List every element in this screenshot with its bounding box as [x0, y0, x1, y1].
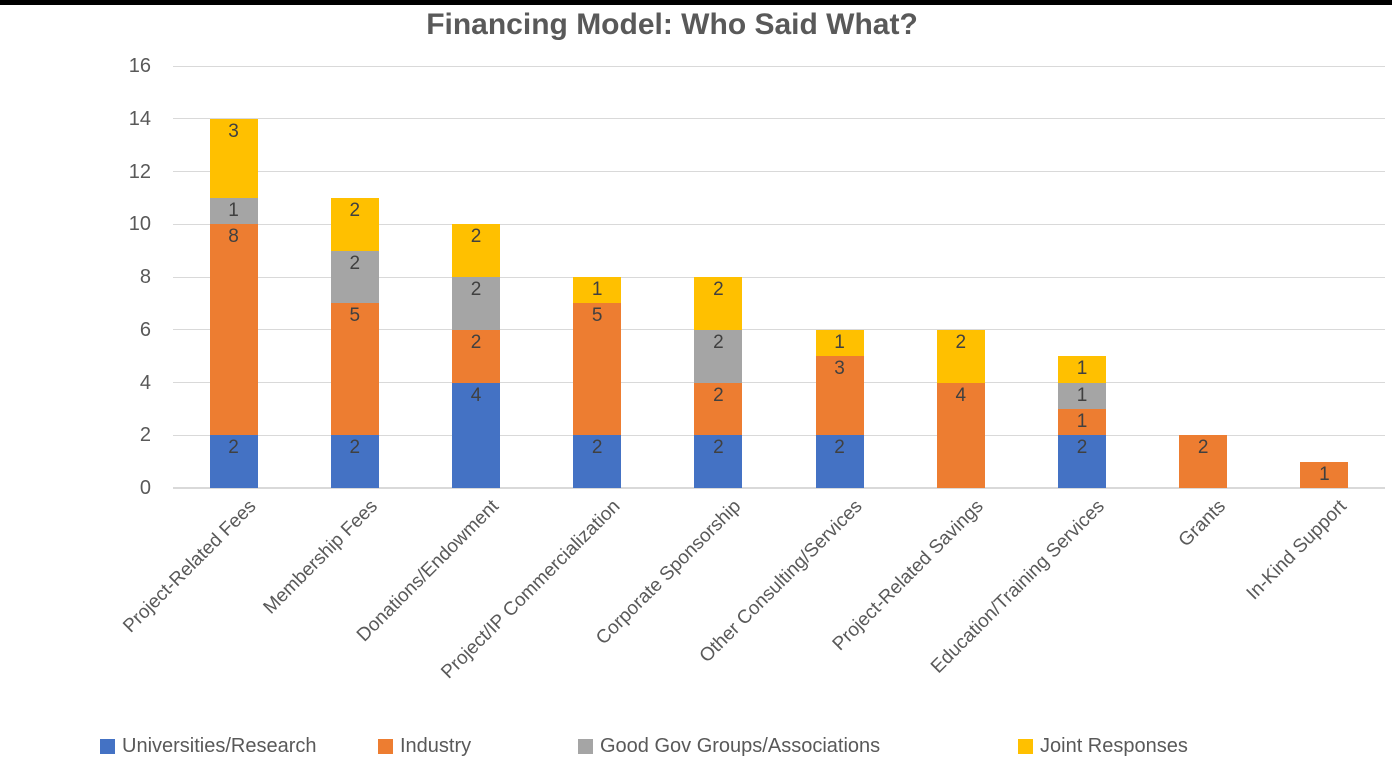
bar-segment: 4	[452, 382, 500, 488]
gridline	[173, 329, 1385, 331]
gridline	[173, 65, 1385, 67]
bar-segment: 2	[936, 329, 985, 383]
bar-value-label: 2	[349, 199, 361, 221]
legend-item: Joint Responses	[1018, 734, 1188, 757]
legend-item: Industry	[378, 734, 472, 757]
bar-value-label: 2	[713, 331, 724, 353]
bar-segment: 2	[330, 197, 379, 251]
bar-segment: 2	[694, 382, 743, 436]
top-border-strip	[0, 0, 1392, 5]
bar-segment: 1	[209, 197, 258, 225]
gridline	[173, 382, 1385, 383]
bar-segment: 3	[209, 118, 258, 198]
y-axis-tick-label: 10	[128, 213, 151, 236]
bar-value-label: 1	[834, 331, 845, 353]
bar-value-label: 2	[713, 279, 724, 300]
bar-value-label: 2	[713, 384, 724, 406]
bar-value-label: 2	[713, 437, 724, 459]
y-axis-tick-label: 12	[128, 160, 151, 183]
bar-value-label: 2	[349, 252, 361, 274]
bar-value-label: 2	[1197, 437, 1209, 459]
bar-segment: 2	[694, 329, 743, 383]
bar-value-label: 4	[955, 384, 967, 406]
bar-segment: 1	[1058, 382, 1106, 409]
bar-value-label: 5	[349, 305, 361, 327]
legend-swatch-icon	[100, 738, 115, 754]
legend-label: Joint Responses	[1040, 734, 1188, 757]
bar-value-label: 1	[1076, 410, 1088, 432]
bar-value-label: 8	[228, 226, 239, 248]
gridline	[173, 434, 1385, 436]
gridline	[173, 171, 1385, 172]
bar-segment: 1	[1058, 356, 1106, 383]
x-axis-category-label: Membership Fees	[259, 496, 382, 619]
bar-value-label: 1	[1076, 384, 1088, 406]
bar-segment: 2	[1179, 435, 1228, 488]
bar-segment: 2	[209, 435, 258, 488]
bar-value-label: 2	[955, 331, 967, 353]
bar-value-label: 4	[470, 384, 482, 406]
bar-segment: 2	[1058, 435, 1106, 488]
legend-label: Universities/Research	[122, 734, 317, 757]
y-axis-tick-label: 0	[139, 477, 151, 499]
bar-segment: 3	[815, 356, 864, 436]
legend-label: Good Gov Groups/Associations	[600, 734, 881, 757]
y-axis-tick-label: 16	[128, 55, 151, 77]
bar-value-label: 3	[228, 120, 239, 142]
bar-value-label: 2	[349, 437, 361, 459]
bar-segment: 5	[573, 303, 622, 436]
bar-value-label: 1	[1076, 358, 1088, 380]
legend-swatch-icon	[1018, 738, 1033, 754]
y-axis-tick-label: 6	[139, 318, 151, 341]
bar-segment: 2	[694, 435, 743, 488]
y-axis-tick-label: 8	[139, 266, 151, 288]
bar-value-label: 1	[228, 199, 239, 221]
bar-value-label: 2	[470, 226, 482, 248]
legend-item: Universities/Research	[100, 734, 317, 757]
bar-segment: 1	[573, 277, 622, 304]
bar-segment: 4	[936, 382, 985, 488]
bar-segment: 2	[694, 277, 743, 330]
bar-segment: 8	[209, 224, 258, 436]
bar-segment: 2	[452, 277, 500, 330]
bar-segment: 5	[330, 303, 379, 436]
bar-segment: 2	[330, 435, 379, 488]
bar-segment: 1	[815, 329, 864, 357]
legend-item: Good Gov Groups/Associations	[578, 734, 881, 757]
gridline	[173, 223, 1385, 225]
bar-segment: 1	[1058, 408, 1106, 436]
bar-value-label: 1	[1319, 463, 1330, 485]
bar-value-label: 2	[470, 331, 482, 353]
x-axis-category-label: Project-Related Fees	[119, 496, 261, 638]
chart-title: Financing Model: Who Said What?	[426, 8, 918, 41]
bar-segment: 2	[573, 435, 622, 488]
bar-value-label: 2	[228, 437, 239, 459]
legend-swatch-icon	[378, 738, 393, 754]
legend-swatch-icon	[578, 738, 593, 754]
bar-segment: 2	[815, 435, 864, 488]
bar-value-label: 2	[591, 437, 603, 459]
gridline	[173, 276, 1385, 278]
y-axis-tick-label: 4	[139, 371, 151, 394]
bar-value-label: 3	[834, 358, 845, 380]
bar-value-label: 2	[834, 437, 845, 459]
legend-label: Industry	[400, 734, 472, 757]
bar-segment: 2	[452, 329, 500, 383]
bar-segment: 2	[452, 224, 500, 277]
gridline	[173, 118, 1385, 120]
bar-value-label: 2	[470, 279, 482, 300]
bar-segment: 1	[1300, 461, 1349, 488]
bar-value-label: 2	[1076, 437, 1088, 459]
gridline	[173, 487, 1385, 489]
x-axis-category-label: In-Kind Support	[1243, 496, 1352, 605]
y-axis-tick-label: 2	[139, 424, 151, 447]
bar-value-label: 1	[591, 279, 603, 300]
bar-value-label: 5	[591, 305, 603, 327]
y-axis-tick-label: 14	[128, 107, 151, 130]
bar-segment: 2	[330, 250, 379, 304]
x-axis-category-label: Grants	[1174, 496, 1231, 552]
